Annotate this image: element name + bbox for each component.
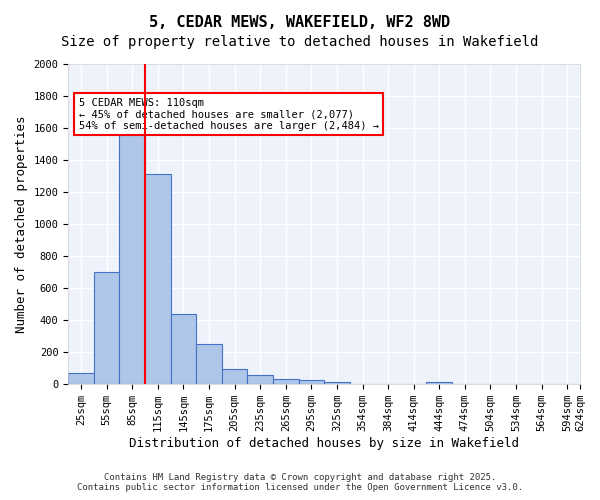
Text: 5 CEDAR MEWS: 110sqm
← 45% of detached houses are smaller (2,077)
54% of semi-de: 5 CEDAR MEWS: 110sqm ← 45% of detached h… [79,98,379,131]
Bar [196,344,222,384]
Bar [145,174,170,384]
Y-axis label: Number of detached properties: Number of detached properties [15,116,28,333]
Bar [247,376,273,384]
Bar [94,272,119,384]
Text: 5, CEDAR MEWS, WAKEFIELD, WF2 8WD: 5, CEDAR MEWS, WAKEFIELD, WF2 8WD [149,15,451,30]
Bar [427,382,452,384]
Bar [299,380,324,384]
Bar [119,120,145,384]
Bar [273,380,299,384]
Bar [170,314,196,384]
Text: Contains HM Land Registry data © Crown copyright and database right 2025.
Contai: Contains HM Land Registry data © Crown c… [77,473,523,492]
Bar [68,373,94,384]
X-axis label: Distribution of detached houses by size in Wakefield: Distribution of detached houses by size … [129,437,519,450]
Bar [324,382,350,384]
Text: Size of property relative to detached houses in Wakefield: Size of property relative to detached ho… [61,35,539,49]
Bar [222,369,247,384]
